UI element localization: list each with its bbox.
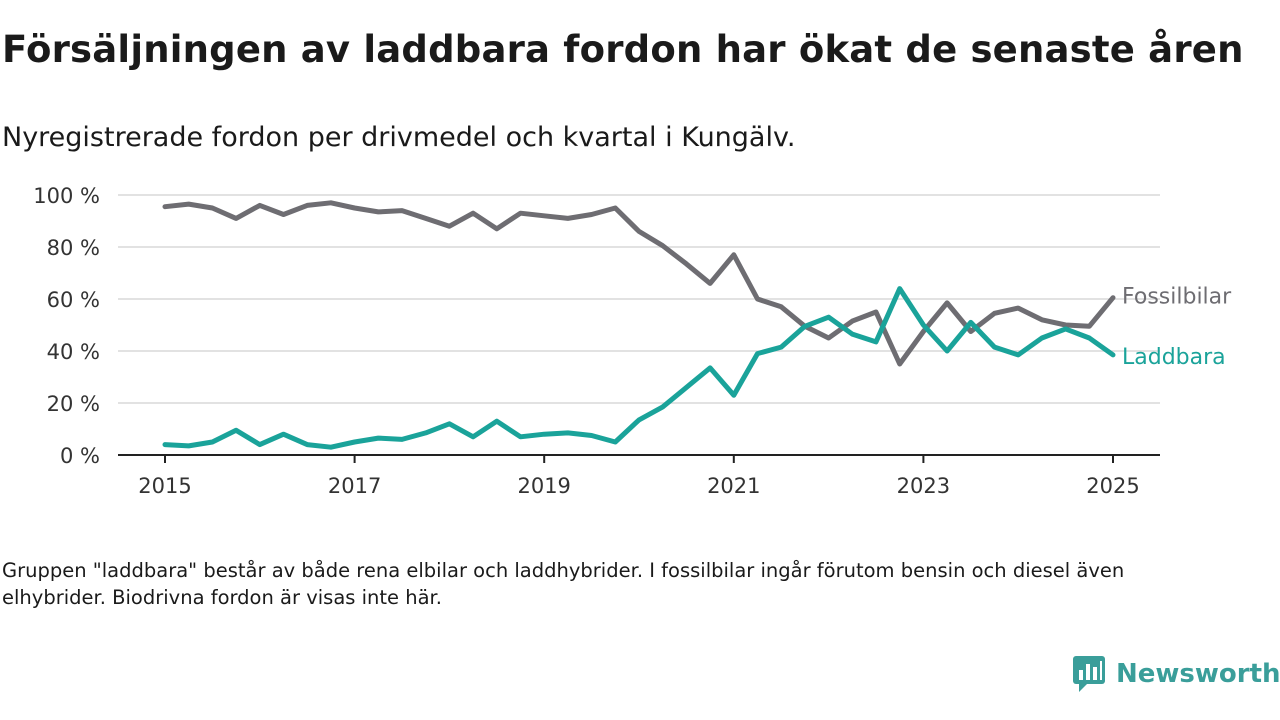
series-label-fossilbilar: Fossilbilar — [1122, 285, 1232, 310]
y-tick-label: 80 % — [47, 236, 100, 260]
line-chart: 0 % 20 % 40 % 60 % 80 % 100 % 2015 2017 2019 202… — [33, 184, 1232, 498]
series-lines — [162, 200, 1116, 450]
footnote: Gruppen "laddbara" består av både rena e… — [2, 559, 1125, 609]
series-line-laddbara — [162, 286, 1116, 450]
y-tick-label: 0 % — [60, 444, 100, 468]
newsworthy-logo-icon — [1073, 656, 1105, 692]
x-tick-label: 2021 — [707, 474, 760, 498]
x-tick-label: 2023 — [897, 474, 950, 498]
x-tick-label: 2019 — [517, 474, 570, 498]
y-tick-label: 40 % — [47, 340, 100, 364]
x-tick-label: 2015 — [138, 474, 191, 498]
brand-logo[interactable]: Newsworthy — [1072, 654, 1280, 694]
x-tick-label: 2025 — [1086, 474, 1139, 498]
chart-subtitle: Nyregistrerade fordon per drivmedel och … — [2, 122, 796, 153]
y-tick-label: 60 % — [47, 288, 100, 312]
brand-name: Newsworthy — [1116, 659, 1280, 689]
y-tick-label: 100 % — [33, 184, 100, 208]
y-tick-label: 20 % — [47, 392, 100, 416]
y-axis-ticks: 0 % 20 % 40 % 60 % 80 % 100 % — [33, 184, 100, 468]
gridlines — [118, 194, 1160, 404]
x-tick-label: 2017 — [328, 474, 381, 498]
series-line-fossilbilar — [162, 200, 1116, 367]
x-axis: 2015 2017 2019 2021 2023 2025 — [118, 454, 1160, 498]
series-label-laddbara: Laddbara — [1122, 345, 1226, 370]
series-labels: Fossilbilar Laddbara — [1122, 285, 1232, 370]
chart-title: Försäljningen av laddbara fordon har öka… — [2, 28, 1244, 71]
